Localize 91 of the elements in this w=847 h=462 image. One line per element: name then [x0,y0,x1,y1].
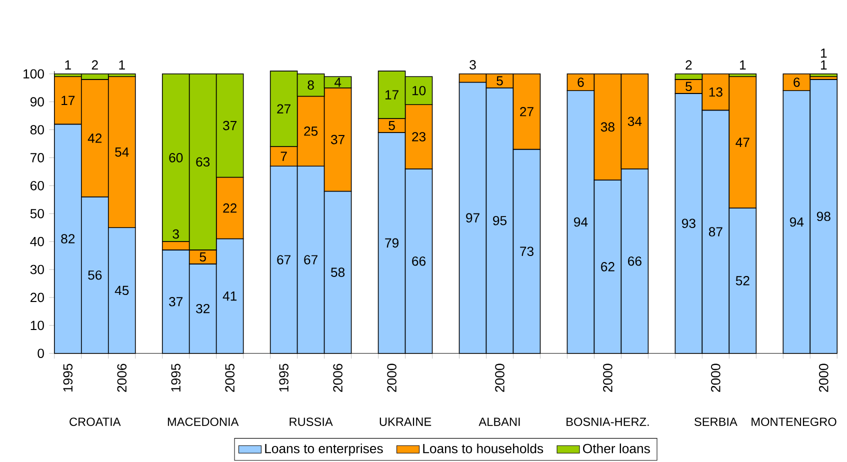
x-tick-label: 2000 [711,364,720,392]
x-tick-label: 2000 [603,364,612,392]
data-label: 34 [628,116,642,126]
legend-label: Loans to households [423,444,544,454]
data-label: 25 [304,126,318,136]
data-label: 37 [169,297,183,306]
data-label: 17 [62,96,75,105]
text: SERBIA [694,418,738,426]
data-label: 6 [794,78,800,87]
y-tick-label: 90 [30,97,44,106]
x-tick-label: 2000 [495,364,504,392]
data-label: 6 [578,78,584,87]
data-label: 87 [708,227,722,236]
data-label: 1 [119,60,125,70]
text: RUSSIA [290,418,333,426]
x-tick-label: 2005 [225,364,234,392]
data-label: 41 [222,292,237,301]
y-tick-label: 100 [24,69,44,79]
y-tick-label: 40 [30,236,44,246]
text: CROATIA [70,418,121,426]
data-label: 47 [736,138,750,147]
data-label: 1 [65,60,71,70]
y-tick-label: 10 [30,320,44,330]
data-label: 3 [470,60,476,70]
data-label: 67 [277,255,290,264]
data-label: 27 [277,104,290,114]
legend-label: Other loans [583,444,650,454]
data-label: 56 [88,270,102,280]
data-label: 66 [628,256,642,266]
data-label: 23 [412,132,426,142]
text: ALBANI [478,418,520,426]
data-label: 32 [196,304,210,314]
data-label: 60 [169,153,183,162]
y-tick-label: 20 [30,292,44,302]
x-tick-label: 2000 [818,364,828,392]
text: MACEDONIA [168,418,239,426]
y-tick-label: 50 [30,208,44,218]
x-tick-label: 2000 [387,364,396,392]
data-label: 95 [493,216,507,226]
y-tick-label: 30 [30,264,44,274]
text: BOSNIA-HERZ. [566,418,649,426]
data-label: 58 [331,268,345,277]
data-label: 27 [520,107,534,116]
data-label: 5 [200,252,206,262]
data-label: 63 [196,157,210,167]
data-label: 3 [172,229,179,239]
data-label: 73 [520,246,534,256]
data-label: 98 [816,212,830,222]
data-label: 2 [686,60,692,70]
data-label: 5 [496,76,503,86]
x-tick-label: 1995 [63,364,73,392]
data-label: 13 [709,87,722,97]
data-label: 54 [115,148,129,157]
data-label: 2 [92,60,98,70]
data-label: 17 [385,90,398,100]
legend-label: Loans to enterprises [265,444,383,456]
data-label: 79 [385,238,398,248]
x-tick-label: 1995 [279,364,288,392]
data-label: 10 [412,86,426,96]
data-label: 94 [574,217,588,227]
data-label: 37 [330,134,344,144]
data-label: 1 [820,60,827,70]
data-label: 1 [740,60,746,70]
text: MONTENEGRO [752,418,836,426]
data-label: 45 [114,286,129,296]
data-label: 42 [88,134,102,143]
data-label: 94 [790,217,804,227]
y-tick-label: 0 [38,348,44,358]
y-tick-label: 80 [30,125,44,134]
data-label: 38 [600,122,614,132]
data-label: 7 [280,152,287,161]
x-tick-label: 2006 [117,364,127,392]
data-label: 8 [308,80,314,90]
data-label: 4 [334,78,342,87]
data-label: 93 [682,218,696,228]
data-label: 52 [736,276,750,286]
x-tick-label: 1995 [171,364,181,392]
data-label: 5 [686,82,692,92]
data-label: 22 [223,203,237,213]
x-tick-label: 2006 [333,364,342,392]
y-tick-label: 60 [30,181,44,190]
data-label: 37 [223,120,237,130]
data-label: 67 [304,255,318,264]
data-label: 66 [412,256,426,266]
text: UKRAINE [380,418,432,426]
data-label: 62 [601,262,614,272]
data-label: 82 [61,234,75,244]
data-label: 5 [388,121,395,130]
data-label: 1 [820,48,827,58]
y-tick-label: 70 [30,153,44,162]
data-label: 97 [466,213,480,222]
